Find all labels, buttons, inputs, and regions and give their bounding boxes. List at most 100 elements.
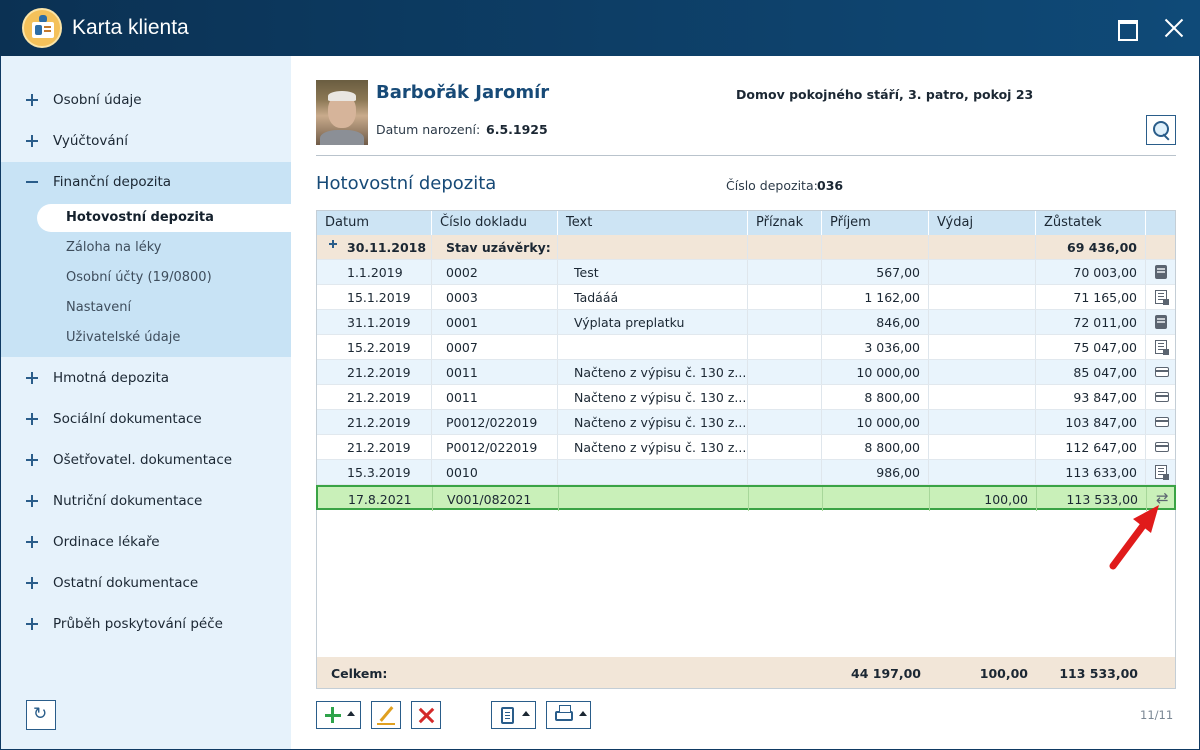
table-row[interactable]: 21.2.2019 0011 Načteno z výpisu č. 130 z…: [317, 385, 1175, 410]
table-row[interactable]: 31.1.2019 0001 Výplata preplatku 846,00 …: [317, 310, 1175, 335]
table-row-selected[interactable]: 17.8.2021 V001/082021 100,00 113 533,00 …: [316, 485, 1176, 511]
sidebar-subitem-label: Nastavení: [66, 300, 132, 315]
sidebar-item-ostatni-dokumentace[interactable]: Ostatní dokumentace: [1, 564, 291, 604]
table-row[interactable]: 15.2.2019 0007 3 036,00 75 047,00: [317, 335, 1175, 360]
deposits-table: Datum Číslo dokladu Text Příznak Příjem …: [316, 210, 1176, 689]
collapse-minus-icon: [26, 176, 38, 188]
sidebar-subitem-label: Záloha na léky: [66, 240, 162, 255]
table-row[interactable]: 21.2.2019 P0012/022019 Načteno z výpisu …: [317, 435, 1175, 460]
add-button[interactable]: [316, 701, 361, 729]
client-location: Domov pokojného stáří, 3. patro, pokoj 2…: [736, 87, 1034, 102]
sidebar-subitem-osobni-ucty[interactable]: Osobní účty (19/0800): [37, 264, 291, 292]
sidebar-item-socialni-dokumentace[interactable]: Sociální dokumentace: [1, 400, 291, 440]
birth-date-value: 6.5.1925: [486, 122, 548, 137]
maximize-icon[interactable]: [1112, 14, 1140, 42]
window-title: Karta klienta: [72, 16, 189, 39]
sidebar-item-vyuctovani[interactable]: Vyúčtování: [1, 122, 291, 162]
header-divider: [316, 155, 1176, 156]
plus-icon: [325, 707, 341, 723]
edit-button[interactable]: [371, 701, 401, 729]
expand-plus-icon: [26, 577, 38, 589]
table-row[interactable]: 21.2.2019 0011 Načteno z výpisu č. 130 z…: [317, 360, 1175, 385]
document-icon: [501, 707, 514, 724]
caret-up-icon: [522, 711, 530, 716]
expand-plus-icon: [26, 135, 38, 147]
expand-plus-icon[interactable]: [329, 240, 337, 248]
sidebar-item-label: Vyúčtování: [53, 133, 128, 149]
sidebar-item-ordinace-lekare[interactable]: Ordinace lékaře: [1, 523, 291, 563]
sidebar-item-label: Ostatní dokumentace: [53, 575, 199, 591]
column-header-icon: [1146, 211, 1175, 235]
sidebar-item-label: Ordinace lékaře: [53, 534, 160, 550]
search-button[interactable]: [1146, 115, 1176, 145]
sidebar-item-hmotna-depozita[interactable]: Hmotná depozita: [1, 359, 291, 399]
printer-icon: [555, 705, 573, 721]
sidebar: Osobní údaje Vyúčtování Finanční depozit…: [1, 56, 291, 749]
sidebar-subitem-label: Uživatelské údaje: [66, 330, 181, 345]
receipt-icon[interactable]: [1155, 340, 1169, 355]
delete-button[interactable]: [411, 701, 441, 729]
table-row[interactable]: 1.1.2019 0002 Test 567,00 70 003,00: [317, 260, 1175, 285]
column-header-zustatek[interactable]: Zůstatek: [1036, 211, 1146, 235]
sidebar-subitem-zaloha-na-leky[interactable]: Záloha na léky: [37, 234, 291, 262]
pencil-icon: [379, 706, 394, 722]
receipt-icon[interactable]: [1155, 290, 1169, 305]
expand-plus-icon: [26, 618, 38, 630]
expand-plus-icon: [26, 372, 38, 384]
column-header-cislo-dokladu[interactable]: Číslo dokladu: [432, 211, 558, 235]
table-footer-totals: Celkem: 44 197,00 100,00 113 533,00: [317, 657, 1175, 688]
expand-plus-icon: [26, 413, 38, 425]
sidebar-item-label: Hmotná depozita: [53, 370, 170, 386]
sidebar-item-osobni-udaje[interactable]: Osobní údaje: [1, 81, 291, 121]
title-bar: Karta klienta: [0, 0, 1200, 56]
document-button[interactable]: [491, 701, 536, 729]
client-photo: [316, 80, 368, 145]
birth-date-label: Datum narození:: [376, 122, 481, 137]
card-icon[interactable]: [1155, 442, 1169, 452]
deposit-number-label: Číslo depozita:: [726, 178, 818, 193]
sidebar-item-label: Finanční depozita: [53, 174, 172, 190]
sidebar-subitem-label: Hotovostní depozita: [66, 210, 214, 225]
receipt-icon[interactable]: [1155, 465, 1169, 480]
book-icon[interactable]: [1155, 265, 1167, 279]
client-card-icon: [22, 8, 62, 48]
section-title: Hotovostní depozita: [316, 173, 497, 194]
client-name: Barbořák Jaromír: [376, 82, 550, 103]
print-button[interactable]: [546, 701, 591, 729]
book-icon[interactable]: [1155, 315, 1167, 329]
sidebar-item-label: Sociální dokumentace: [53, 411, 202, 427]
expand-plus-icon: [26, 94, 38, 106]
main-panel: Barbořák Jaromír Datum narození: 6.5.192…: [291, 56, 1199, 749]
sidebar-item-label: Průběh poskytování péče: [53, 616, 223, 632]
column-header-prijem[interactable]: Příjem: [822, 211, 929, 235]
closing-balance-row[interactable]: 30.11.2018 Stav uzávěrky: 69 436,00: [317, 235, 1175, 260]
column-header-vydaj[interactable]: Výdaj: [929, 211, 1036, 235]
sidebar-item-prubeh-pece[interactable]: Průběh poskytování péče: [1, 605, 291, 645]
table-header: Datum Číslo dokladu Text Příznak Příjem …: [317, 211, 1175, 235]
caret-up-icon: [579, 711, 587, 716]
sidebar-item-label: Ošetřovatel. dokumentace: [53, 452, 233, 468]
sidebar-item-financni-depozita[interactable]: Finanční depozita: [1, 163, 291, 203]
sidebar-group-financni-depozita: Finanční depozita Hotovostní depozita Zá…: [1, 162, 291, 357]
sidebar-subitem-hotovostni-depozita[interactable]: Hotovostní depozita: [37, 204, 291, 232]
card-icon[interactable]: [1155, 417, 1169, 427]
table-row[interactable]: 15.1.2019 0003 Tadááá 1 162,00 71 165,00: [317, 285, 1175, 310]
annotation-red-arrow: [1109, 505, 1159, 570]
refresh-button[interactable]: ↻: [26, 700, 56, 730]
column-header-priznak[interactable]: Příznak: [748, 211, 822, 235]
card-icon[interactable]: [1155, 367, 1169, 377]
column-header-text[interactable]: Text: [558, 211, 748, 235]
sidebar-item-osetrovatel-dokumentace[interactable]: Ošetřovatel. dokumentace: [1, 441, 291, 481]
sidebar-item-nutricni-dokumentace[interactable]: Nutriční dokumentace: [1, 482, 291, 522]
deposit-number-value: 036: [817, 178, 844, 193]
transfer-icon[interactable]: ⇄: [1156, 489, 1169, 507]
column-header-datum[interactable]: Datum: [317, 211, 432, 235]
expand-plus-icon: [26, 495, 38, 507]
sidebar-subitem-uzivatelske-udaje[interactable]: Uživatelské údaje: [37, 324, 291, 352]
table-row[interactable]: 15.3.2019 0010 986,00 113 633,00: [317, 460, 1175, 485]
sidebar-subitem-label: Osobní účty (19/0800): [66, 270, 212, 285]
card-icon[interactable]: [1155, 392, 1169, 402]
close-icon[interactable]: [1160, 14, 1188, 42]
sidebar-subitem-nastaveni[interactable]: Nastavení: [37, 294, 291, 322]
table-row[interactable]: 21.2.2019 P0012/022019 Načteno z výpisu …: [317, 410, 1175, 435]
